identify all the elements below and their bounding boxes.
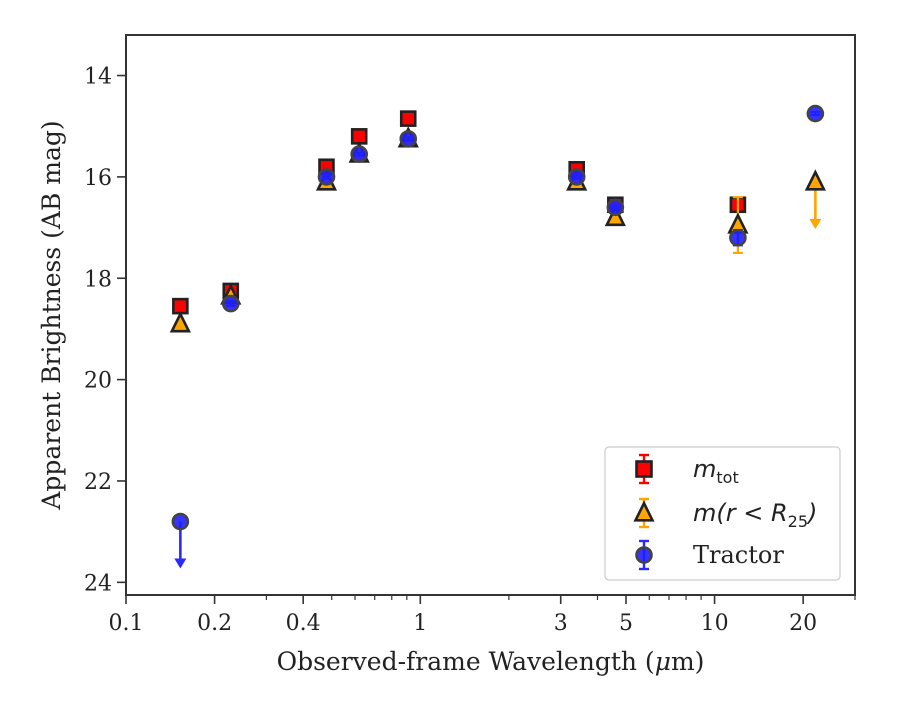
legend-symbol [633,500,655,522]
data-point-tractor [350,145,368,163]
x-tick-label: 0.4 [286,611,321,636]
x-tick-label: 0.1 [109,611,144,636]
data-point-tractor [399,130,418,148]
legend-symbol [635,546,653,564]
data-point-tractor [606,198,625,217]
legend-label-mtot: mtot [693,455,739,487]
data-point-tractor [317,168,336,186]
legend-marker-tractor [635,539,653,571]
y-tick-label: 14 [84,65,112,90]
axis-ticks: 0.1 0.2 0.4 1 3 5 10 20 14 16 18 20 22 24 [84,65,856,636]
data-point-tractor [171,512,190,531]
data-point-tractor [221,294,240,313]
legend-marker-mtot [635,453,653,485]
data-point-m-r25 [604,204,626,227]
legend-label-tractor: Tractor [693,541,784,569]
x-tick-label: 5 [619,611,633,636]
data-point-tractor [729,228,747,247]
legend-markers [633,453,655,571]
y-tick-label: 24 [84,571,112,596]
legend-marker-m-r25 [633,497,655,529]
legend-box [604,446,841,581]
data-point-mtot [350,128,368,145]
x-tick-label: 0.2 [197,611,232,636]
data-point-m-r25 [804,169,826,191]
legend-symbol [635,460,653,478]
x-axis-label: Observed-frame Wavelength (μm) [277,647,705,676]
legend-label-m-r25: m(r < R25) [693,499,817,531]
upper-limit-head [174,558,187,569]
y-tick-label: 16 [84,166,112,191]
data-point-mtot [399,110,417,127]
y-tick-label: 22 [84,470,112,495]
data-point-m-r25 [169,311,191,333]
data-point-mtot [172,297,189,315]
plot-frame [125,34,856,596]
series-mtot [172,110,747,315]
series-tractor [171,104,825,569]
y-tick-label: 20 [84,369,112,394]
series-m-r25 [169,126,826,333]
x-tick-label: 20 [789,611,817,636]
data-point-tractor [567,168,586,186]
x-tick-label: 3 [554,611,568,636]
upper-limit-head [809,218,822,229]
legend: mtot m(r < R25) Tractor [604,446,841,581]
data-point-tractor [806,104,825,123]
x-tick-label: 1 [413,611,427,636]
x-tick-label: 10 [701,611,729,636]
series-layer [169,104,826,569]
y-axis-label: Apparent Brightness (AB mag) [37,120,66,510]
y-tick-label: 18 [84,267,112,292]
